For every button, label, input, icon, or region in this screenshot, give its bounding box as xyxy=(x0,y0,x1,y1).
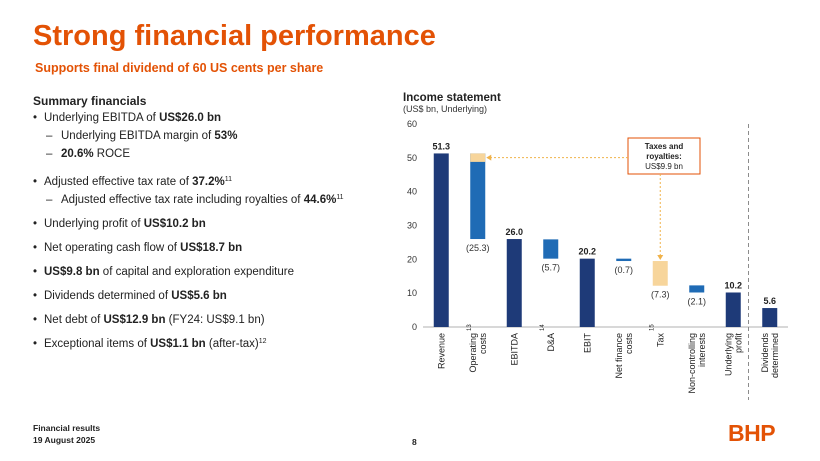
x-tick-label: D&A xyxy=(546,333,556,352)
summary-ebitda-margin: Underlying EBITDA margin of 53% xyxy=(33,129,393,143)
summary-exceptional: Exceptional items of US$1.1 bn (after-ta… xyxy=(33,337,393,351)
summary-panel: Summary financials Underlying EBITDA of … xyxy=(33,94,393,351)
data-label: 20.2 xyxy=(578,247,596,257)
footer-report-name: Financial results xyxy=(33,423,101,433)
y-tick-label: 50 xyxy=(407,153,417,163)
x-tick-label: Dividendsdetermined xyxy=(760,333,780,379)
footnote-marker: 13 xyxy=(467,324,473,331)
footnote-marker: 14 xyxy=(540,324,546,331)
x-tick-label: Net financecosts xyxy=(614,333,634,379)
data-label: 26.0 xyxy=(505,227,523,237)
y-tick-label: 30 xyxy=(407,221,417,231)
y-tick-label: 40 xyxy=(407,187,417,197)
royalty-segment xyxy=(470,153,486,162)
footnote-marker: 15 xyxy=(649,324,655,331)
bar-non-controlling-interests xyxy=(689,285,705,293)
x-tick-label: EBITDA xyxy=(509,333,519,366)
bar-ebitda xyxy=(506,239,522,327)
x-tick-label: Underlyingprofit xyxy=(723,333,743,377)
y-tick-label: 20 xyxy=(407,254,417,264)
bhp-logo: BHP xyxy=(728,420,776,446)
page-subtitle: Supports final dividend of 60 US cents p… xyxy=(35,61,324,75)
bar-d-a xyxy=(543,239,559,259)
bar-tax xyxy=(652,261,668,286)
callout-line: royalties: xyxy=(646,152,682,161)
summary-ebitda: Underlying EBITDA of US$26.0 bn xyxy=(33,111,393,125)
bar-revenue xyxy=(433,153,449,327)
data-label: (0.7) xyxy=(614,265,633,275)
chart-title: Income statement xyxy=(403,92,501,104)
x-tick-label: Revenue xyxy=(436,333,446,369)
data-label: (25.3) xyxy=(466,243,490,253)
summary-roce: 20.6% ROCE xyxy=(33,147,393,161)
page-title: Strong financial performance xyxy=(33,20,436,52)
callout-line: US$9.9 bn xyxy=(645,162,683,171)
arrowhead-down xyxy=(657,255,664,261)
summary-tax-rate: Adjusted effective tax rate of 37.2%11 xyxy=(33,175,393,189)
summary-dividends: Dividends determined of US$5.6 bn xyxy=(33,289,393,303)
y-tick-label: 60 xyxy=(407,119,417,129)
x-tick-label: Non-controllinginterests xyxy=(687,333,707,394)
summary-tax-royalties: Adjusted effective tax rate including ro… xyxy=(33,193,393,207)
summary-net-debt: Net debt of US$12.9 bn (FY24: US$9.1 bn) xyxy=(33,313,393,327)
x-tick-label: Operatingcosts xyxy=(468,333,488,373)
callout-line: Taxes and xyxy=(645,142,684,151)
arrowhead-left xyxy=(486,154,492,161)
summary-heading: Summary financials xyxy=(33,94,147,108)
bar-operating-costs xyxy=(470,153,486,240)
bar-underlying-profit xyxy=(725,292,741,327)
y-tick-label: 10 xyxy=(407,288,417,298)
data-label: 5.6 xyxy=(763,296,776,306)
data-label: 51.3 xyxy=(432,141,450,151)
data-label: (7.3) xyxy=(651,290,670,300)
summary-cash-flow: Net operating cash flow of US$18.7 bn xyxy=(33,241,393,255)
bar-net-finance-costs xyxy=(616,258,632,262)
summary-capex: US$9.8 bn of capital and exploration exp… xyxy=(33,265,393,279)
x-tick-label: Tax xyxy=(655,333,665,348)
footer-date: 19 August 2025 xyxy=(33,435,96,445)
bar-ebit xyxy=(579,258,595,327)
summary-profit: Underlying profit of US$10.2 bn xyxy=(33,217,393,231)
chart-subtitle: (US$ bn, Underlying) xyxy=(403,104,488,114)
data-label: (5.7) xyxy=(541,263,560,273)
page-number: 8 xyxy=(412,437,417,447)
y-tick-label: 0 xyxy=(412,322,417,332)
data-label: 10.2 xyxy=(724,280,742,290)
callout-box xyxy=(627,137,701,175)
bar-dividends-determined xyxy=(762,308,778,327)
x-tick-label: EBIT xyxy=(582,333,592,354)
data-label: (2.1) xyxy=(687,296,706,306)
